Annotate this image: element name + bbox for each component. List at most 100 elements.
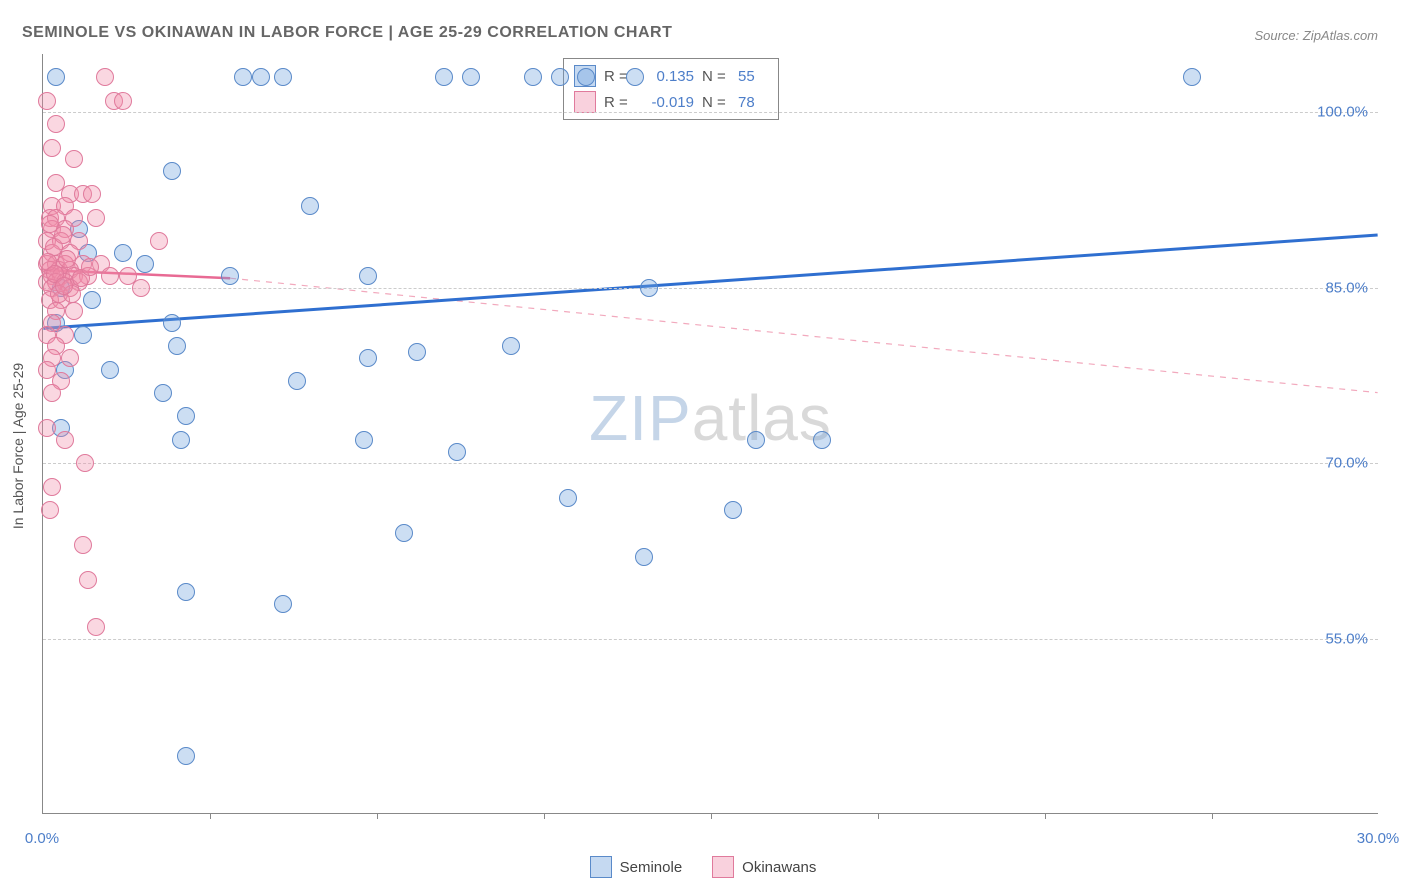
watermark: ZIPatlas [589,381,832,455]
scatter-point-seminole [359,349,377,367]
legend-stats-box: R = 0.135 N = 55 R = -0.019 N = 78 [563,58,779,120]
scatter-point-seminole [524,68,542,86]
scatter-point-okinawans [65,150,83,168]
r-value-okinawans: -0.019 [640,94,694,111]
gridline-h [43,639,1378,640]
scatter-point-seminole [813,431,831,449]
scatter-point-seminole [172,431,190,449]
scatter-point-seminole [408,343,426,361]
scatter-point-okinawans [47,115,65,133]
x-tick [878,813,879,819]
gridline-h [43,463,1378,464]
scatter-point-seminole [395,524,413,542]
legend-label-seminole: Seminole [620,859,683,876]
chart-container: SEMINOLE VS OKINAWAN IN LABOR FORCE | AG… [0,0,1406,892]
n-value-okinawans: 78 [738,94,768,111]
y-tick-label: 85.0% [1325,279,1368,296]
swatch-pink [712,856,734,878]
scatter-point-okinawans [96,68,114,86]
x-tick [544,813,545,819]
scatter-point-seminole [154,384,172,402]
scatter-point-seminole [462,68,480,86]
bottom-legend-item-seminole: Seminole [590,856,683,878]
scatter-point-okinawans [87,618,105,636]
scatter-point-seminole [83,291,101,309]
scatter-point-seminole [1183,68,1201,86]
scatter-point-seminole [136,255,154,273]
scatter-point-seminole [626,68,644,86]
scatter-point-seminole [274,68,292,86]
swatch-blue [590,856,612,878]
source-attribution: Source: ZipAtlas.com [1254,28,1378,43]
scatter-point-okinawans [41,501,59,519]
scatter-point-seminole [177,583,195,601]
x-tick-label-max: 30.0% [1357,830,1400,847]
scatter-point-seminole [747,431,765,449]
scatter-point-okinawans [41,215,59,233]
scatter-point-okinawans [150,232,168,250]
scatter-point-okinawans [55,277,73,295]
scatter-point-okinawans [65,302,83,320]
scatter-point-seminole [252,68,270,86]
scatter-point-seminole [163,162,181,180]
scatter-point-seminole [274,595,292,613]
swatch-pink [574,91,596,113]
scatter-point-seminole [724,501,742,519]
scatter-point-seminole [355,431,373,449]
plot-area: ZIPatlas R = 0.135 N = 55 R = -0.019 N =… [42,54,1378,814]
gridline-h [43,112,1378,113]
trend-lines-svg [43,54,1378,813]
gridline-h [43,288,1378,289]
chart-title: SEMINOLE VS OKINAWAN IN LABOR FORCE | AG… [22,24,672,42]
scatter-point-seminole [101,361,119,379]
scatter-point-seminole [635,548,653,566]
scatter-point-okinawans [56,431,74,449]
n-label: N = [702,94,730,111]
y-tick-label: 100.0% [1317,104,1368,121]
scatter-point-seminole [640,279,658,297]
legend-stats-row-okinawans: R = -0.019 N = 78 [574,89,768,115]
scatter-point-okinawans [43,384,61,402]
scatter-point-seminole [47,68,65,86]
scatter-point-seminole [577,68,595,86]
scatter-point-seminole [359,267,377,285]
scatter-point-okinawans [87,209,105,227]
scatter-point-okinawans [76,454,94,472]
scatter-point-okinawans [101,267,119,285]
x-tick [377,813,378,819]
y-tick-label: 70.0% [1325,455,1368,472]
scatter-point-okinawans [114,92,132,110]
y-tick-label: 55.0% [1325,630,1368,647]
r-value-seminole: 0.135 [640,68,694,85]
scatter-point-okinawans [81,258,99,276]
scatter-point-okinawans [83,185,101,203]
scatter-point-seminole [551,68,569,86]
scatter-point-seminole [288,372,306,390]
scatter-point-seminole [435,68,453,86]
scatter-point-seminole [168,337,186,355]
y-axis-title: In Labor Force | Age 25-29 [10,363,26,529]
scatter-point-seminole [163,314,181,332]
x-tick-label-min: 0.0% [25,830,59,847]
scatter-point-seminole [74,326,92,344]
scatter-point-seminole [114,244,132,262]
scatter-point-okinawans [43,478,61,496]
x-tick [711,813,712,819]
scatter-point-okinawans [79,571,97,589]
bottom-legend-item-okinawans: Okinawans [712,856,816,878]
scatter-point-seminole [502,337,520,355]
scatter-point-okinawans [74,536,92,554]
scatter-point-okinawans [61,349,79,367]
x-tick [210,813,211,819]
scatter-point-seminole [234,68,252,86]
bottom-legend: Seminole Okinawans [0,856,1406,878]
scatter-point-okinawans [38,92,56,110]
scatter-point-seminole [221,267,239,285]
scatter-point-seminole [177,747,195,765]
scatter-point-seminole [177,407,195,425]
scatter-point-okinawans [43,139,61,157]
r-label: R = [604,94,632,111]
n-label: N = [702,68,730,85]
x-tick [1045,813,1046,819]
legend-label-okinawans: Okinawans [742,859,816,876]
